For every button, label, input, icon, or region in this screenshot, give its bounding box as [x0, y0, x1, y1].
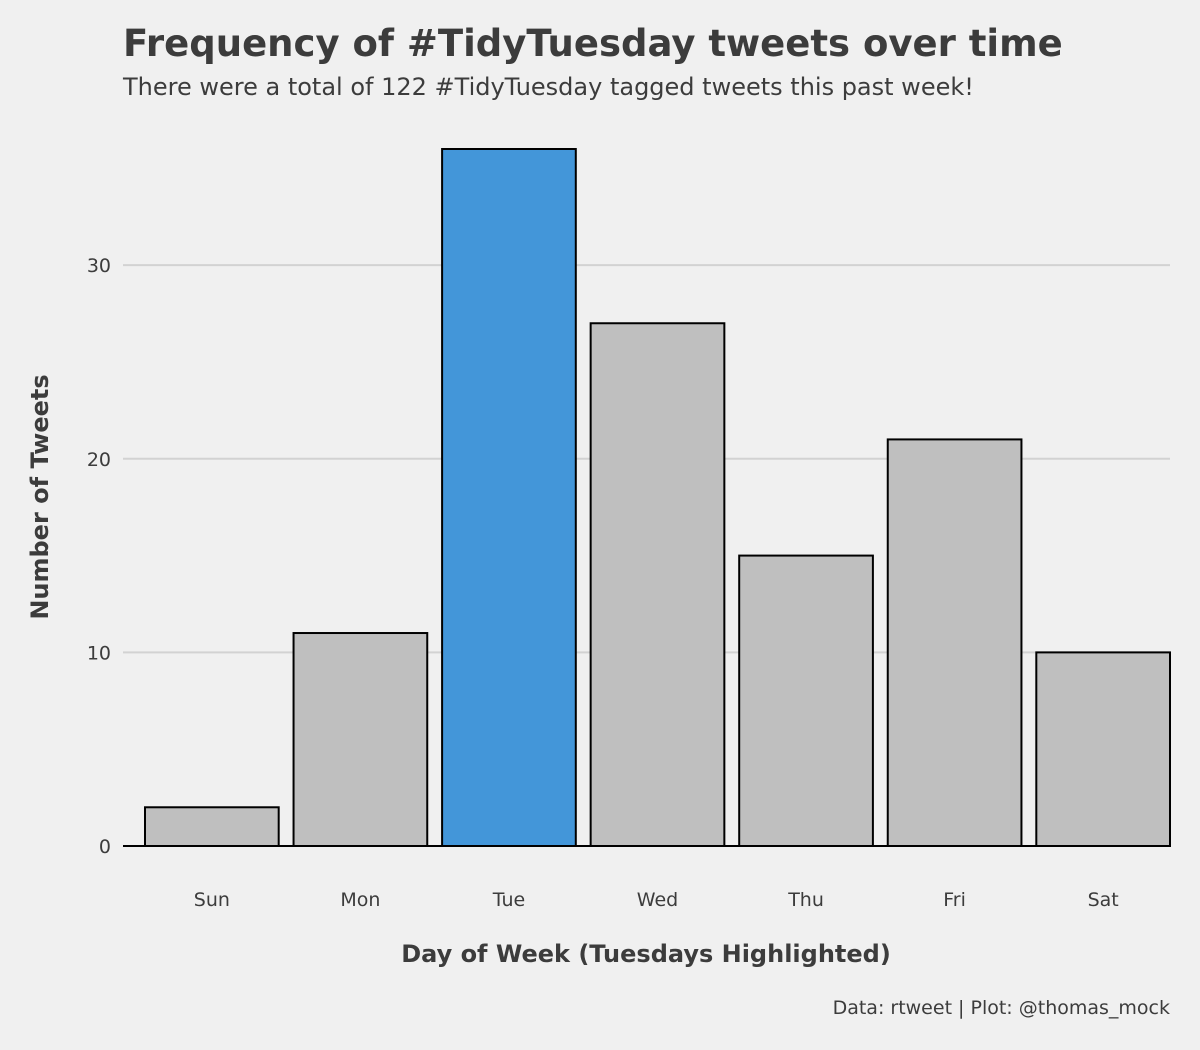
y-axis-title: Number of Tweets [26, 374, 54, 619]
bar-tue [441, 148, 577, 847]
bar-fri [886, 438, 1023, 847]
x-tick-label-tue: Tue [492, 889, 525, 911]
bars [144, 148, 1171, 848]
bar-sat [1035, 651, 1171, 848]
chart-subtitle: There were a total of 122 #TidyTuesday t… [123, 73, 974, 101]
bar-wed [589, 322, 726, 847]
x-axis-ticks: Sun Mon Tue Wed Thu Fri Sat [194, 889, 1119, 911]
y-axis-ticks: 0 10 20 30 [87, 255, 111, 858]
x-tick-label-wed: Wed [637, 889, 678, 911]
x-tick-label-thu: Thu [787, 889, 824, 911]
x-tick-label-sat: Sat [1088, 889, 1119, 911]
bar-sun [144, 806, 280, 847]
x-axis-title: Day of Week (Tuesdays Highlighted) [401, 940, 891, 968]
chart-title: Frequency of #TidyTuesday tweets over ti… [123, 22, 1063, 65]
caption: Data: rtweet | Plot: @thomas_mock [832, 997, 1170, 1019]
bar-thu [738, 554, 874, 847]
x-tick-label-fri: Fri [943, 889, 966, 911]
y-tick-label: 10 [87, 642, 111, 664]
x-tick-label-mon: Mon [340, 889, 380, 911]
bar-mon [292, 632, 429, 847]
y-tick-label: 30 [87, 255, 111, 277]
x-tick-label-sun: Sun [194, 889, 230, 911]
y-tick-label: 20 [87, 449, 111, 471]
y-tick-label: 0 [99, 836, 111, 858]
